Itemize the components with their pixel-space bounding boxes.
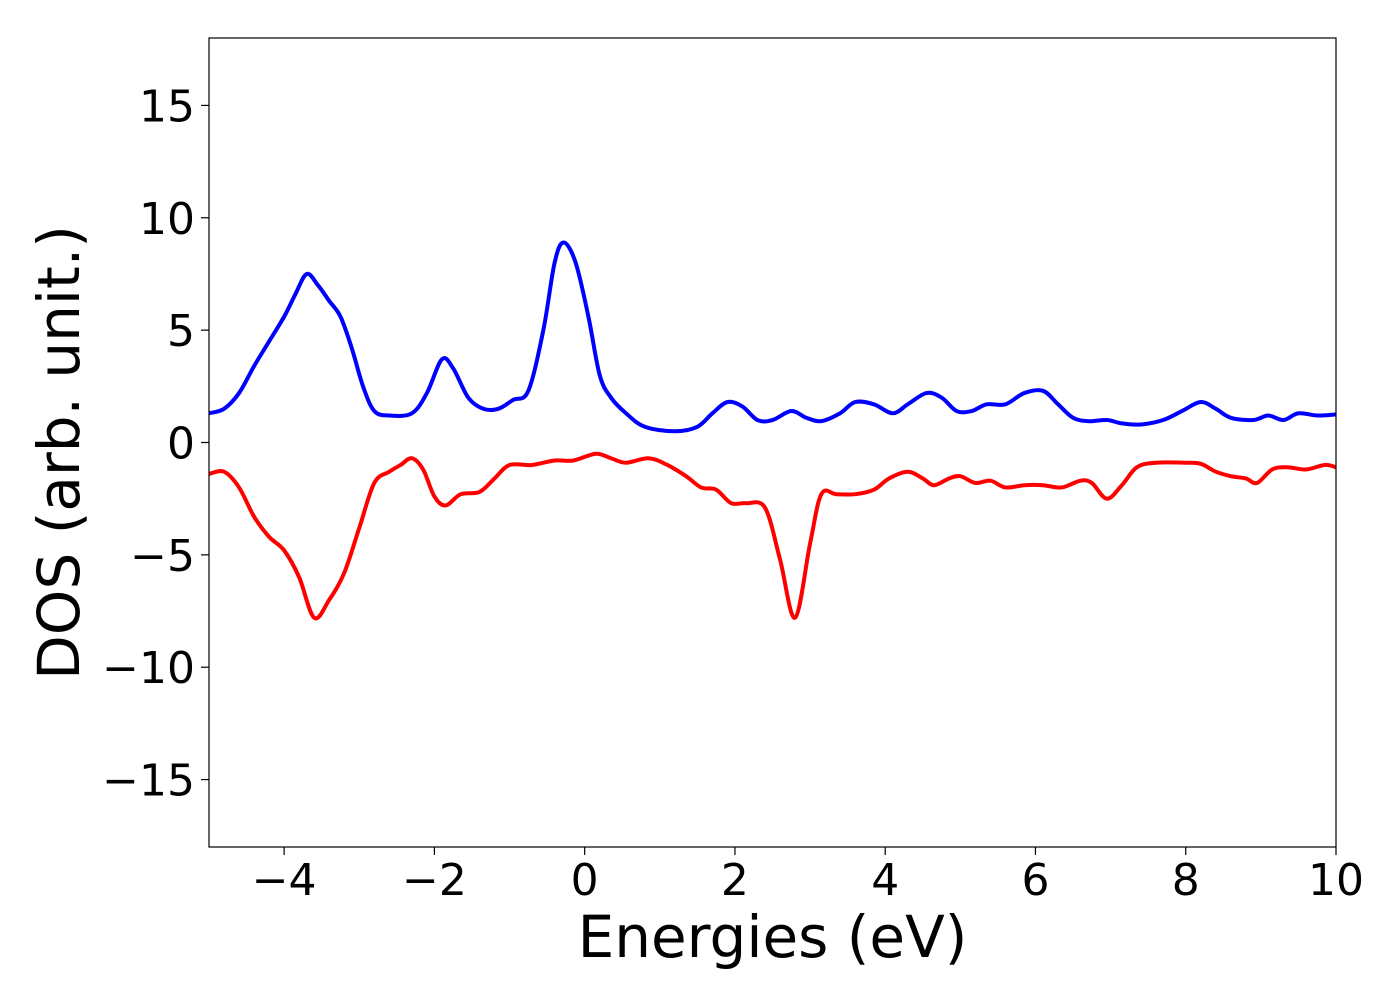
y-tick-label: −10 xyxy=(102,643,195,694)
x-tick-label: 10 xyxy=(1308,855,1364,906)
x-tick-label: −4 xyxy=(252,855,317,906)
x-tick-label: 4 xyxy=(871,855,899,906)
dos-series-upper-line xyxy=(209,240,1336,434)
y-tick-label: 0 xyxy=(167,419,195,470)
plot-area xyxy=(208,37,1337,848)
x-tick-label: 2 xyxy=(721,855,749,906)
x-tick-label: 0 xyxy=(571,855,599,906)
y-tick-label: −5 xyxy=(130,531,195,582)
x-tick-label: −2 xyxy=(402,855,467,906)
x-axis-label: Energies (eV) xyxy=(578,903,968,971)
x-tick-label: 6 xyxy=(1021,855,1049,906)
y-tick-label: 15 xyxy=(139,81,195,132)
y-tick-label: 10 xyxy=(139,194,195,245)
y-axis: −15 −10 −5 0 5 10 15 xyxy=(102,81,209,807)
dos-series-lower-line xyxy=(209,451,1336,621)
y-tick-label: −15 xyxy=(102,756,195,807)
y-axis-label: DOS (arb. unit.) xyxy=(25,225,93,680)
y-tick-label: 5 xyxy=(167,306,195,357)
x-tick-label: 8 xyxy=(1172,855,1200,906)
x-axis: −4 −2 0 2 4 6 8 10 xyxy=(252,847,1364,906)
plot-frame xyxy=(208,37,1337,848)
